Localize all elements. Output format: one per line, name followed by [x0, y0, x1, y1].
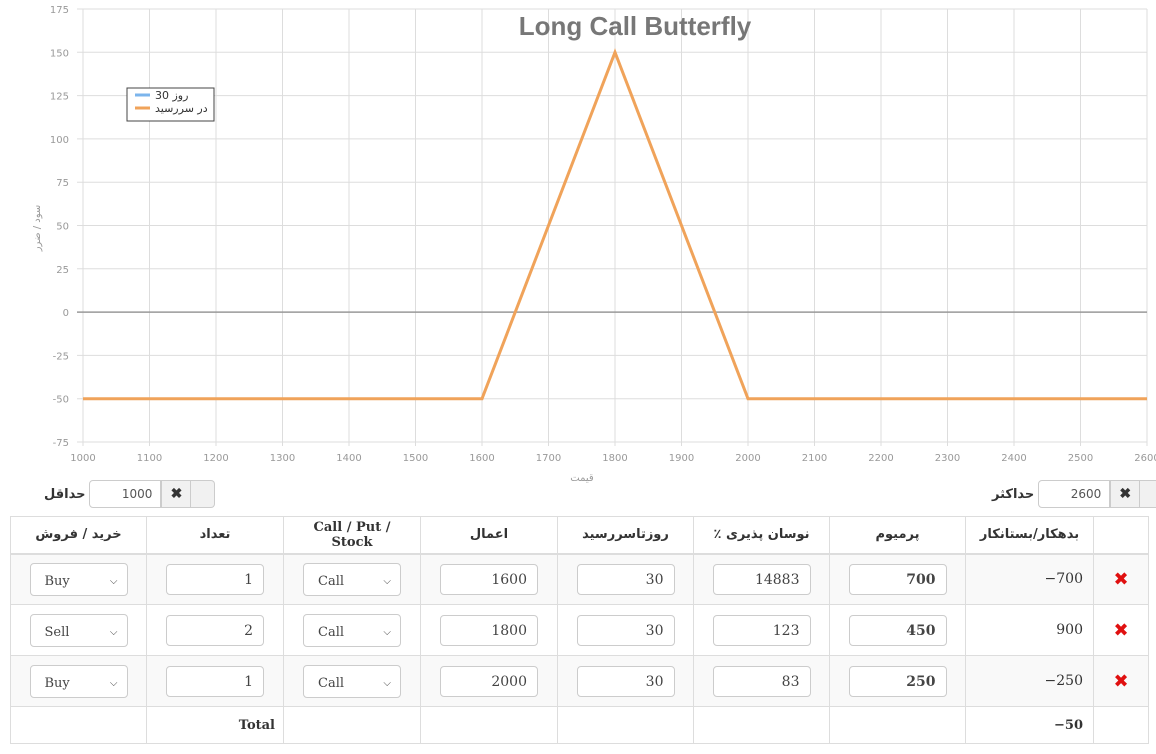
x-tick-label: 1700 [536, 453, 561, 464]
chart-title: Long Call Butterfly [519, 11, 752, 41]
volatility-input[interactable]: 14883 [712, 563, 811, 595]
table-row: Buy ⌵ 1 Call ⌵ 1600 30 14883 700 −700 ✖ [10, 553, 1149, 605]
header-premium: پرميوم [829, 516, 966, 555]
chevron-down-icon: ⌵ [383, 575, 391, 587]
type-select[interactable]: Call ⌵ [303, 562, 401, 596]
close-icon: ✖ [170, 486, 183, 502]
legend-item-30day[interactable]: روز 30 [155, 89, 188, 102]
chevron-down-icon: ⌵ [109, 575, 118, 587]
header-type: Call / Put / Stock [283, 516, 421, 555]
delete-row-icon[interactable]: ✖ [1113, 619, 1129, 641]
x-tick-label: 2000 [735, 453, 760, 464]
side-select[interactable]: Buy ⌵ [29, 664, 128, 698]
type-select[interactable]: Call ⌵ [303, 664, 401, 698]
side-select[interactable]: Sell ⌵ [29, 613, 128, 647]
legs-table: خرید / فروش تعداد Call / Put / Stock اعم… [10, 516, 1149, 744]
legend[interactable]: روز 30 در سررسید [126, 87, 215, 122]
total-row: Total −50 [10, 706, 1149, 744]
x-tick-label: 1500 [403, 453, 428, 464]
premium-input[interactable]: 700 [848, 563, 947, 595]
strike-input[interactable]: 2000 [440, 665, 538, 697]
type-select[interactable]: Call ⌵ [303, 613, 401, 647]
y-tick-label: -50 [53, 395, 69, 406]
x-axis-label: قیمت [570, 473, 594, 484]
max-label: حداکثر [992, 486, 1035, 502]
chevron-down-icon: ⌵ [383, 677, 391, 689]
y-tick-label: 100 [50, 135, 69, 146]
header-actions [1093, 516, 1149, 555]
payoff-chart: 1000 1100 1200 1300 1400 1500 1600 1700 1800 1900… [32, 5, 1156, 484]
debit-credit-value: 900 [965, 604, 1094, 656]
delete-row-icon[interactable]: ✖ [1113, 670, 1129, 692]
debit-credit-value: −250 [965, 655, 1094, 707]
x-tick-label: 1900 [669, 453, 694, 464]
volatility-input[interactable]: 83 [712, 665, 811, 697]
quantity-input[interactable]: 1 [166, 563, 264, 595]
header-debit-credit: بدهکار/بستانکار [965, 516, 1094, 555]
premium-input[interactable]: 450 [848, 614, 947, 646]
volatility-input[interactable]: 123 [712, 614, 811, 646]
total-value: −50 [965, 706, 1094, 744]
x-tick-label: 1300 [270, 453, 295, 464]
delete-row-icon[interactable]: ✖ [1113, 568, 1129, 590]
min-addon-button[interactable] [191, 480, 216, 508]
table-header: خرید / فروش تعداد Call / Put / Stock اعم… [10, 516, 1149, 555]
legend-item-expiry[interactable]: در سررسید [155, 102, 208, 115]
y-tick-label: 0 [63, 308, 69, 319]
header-side: خرید / فروش [10, 516, 147, 555]
x-tick-label: 2600 [1134, 453, 1156, 464]
header-strike: اعمال [420, 516, 558, 555]
y-tick-label: 75 [56, 178, 69, 189]
x-tick-label: 2400 [1001, 453, 1026, 464]
y-tick-label: -25 [53, 351, 69, 362]
x-tick-label: 1600 [469, 453, 494, 464]
strike-input[interactable]: 1800 [440, 614, 538, 646]
min-price-input[interactable] [89, 480, 162, 508]
clear-min-button[interactable]: ✖ [161, 480, 192, 508]
debit-credit-value: −700 [965, 553, 1094, 605]
premium-input[interactable]: 250 [848, 665, 947, 697]
table-row: Buy ⌵ 1 Call ⌵ 2000 30 83 250 −250 ✖ [10, 655, 1149, 707]
header-days: روزتاسررسید [557, 516, 694, 555]
y-tick-label: 50 [56, 222, 69, 233]
series-line-1 [83, 48, 1147, 401]
header-volatility: ٪ نوسان پذیری [693, 516, 830, 555]
days-input[interactable]: 30 [576, 563, 675, 595]
days-input[interactable]: 30 [576, 665, 675, 697]
header-qty: تعداد [146, 516, 284, 555]
x-tick-label: 2500 [1068, 453, 1093, 464]
x-tick-label: 1200 [203, 453, 228, 464]
max-range-control: حداکثر ✖ [988, 479, 1156, 509]
x-tick-label: 2100 [802, 453, 827, 464]
max-addon-button[interactable] [1140, 480, 1156, 508]
x-tick-label: 1100 [137, 453, 162, 464]
close-icon: ✖ [1119, 486, 1132, 502]
x-tick-label: 2300 [935, 453, 960, 464]
chevron-down-icon: ⌵ [109, 626, 118, 638]
y-tick-label: 175 [50, 5, 69, 16]
y-tick-label: 125 [50, 92, 69, 103]
total-label: Total [146, 706, 284, 744]
x-tick-label: 1000 [70, 453, 95, 464]
x-tick-label: 2200 [868, 453, 893, 464]
max-price-input[interactable] [1038, 480, 1111, 508]
chevron-down-icon: ⌵ [109, 677, 118, 689]
min-range-control: حداقل ✖ [40, 479, 216, 509]
y-axis-label: سود / ضرر [32, 205, 43, 253]
clear-max-button[interactable]: ✖ [1110, 480, 1141, 508]
min-label: حداقل [44, 486, 86, 502]
side-select[interactable]: Buy ⌵ [29, 562, 128, 596]
x-tick-label: 1800 [602, 453, 627, 464]
quantity-input[interactable]: 2 [166, 614, 264, 646]
y-tick-label: -75 [53, 438, 69, 449]
strike-input[interactable]: 1600 [440, 563, 538, 595]
quantity-input[interactable]: 1 [166, 665, 264, 697]
days-input[interactable]: 30 [576, 614, 675, 646]
chevron-down-icon: ⌵ [383, 626, 391, 638]
table-row: Sell ⌵ 2 Call ⌵ 1800 30 123 450 900 ✖ [10, 604, 1149, 656]
x-tick-label: 1400 [336, 453, 361, 464]
y-tick-label: 25 [56, 265, 69, 276]
y-tick-label: 150 [50, 48, 69, 59]
